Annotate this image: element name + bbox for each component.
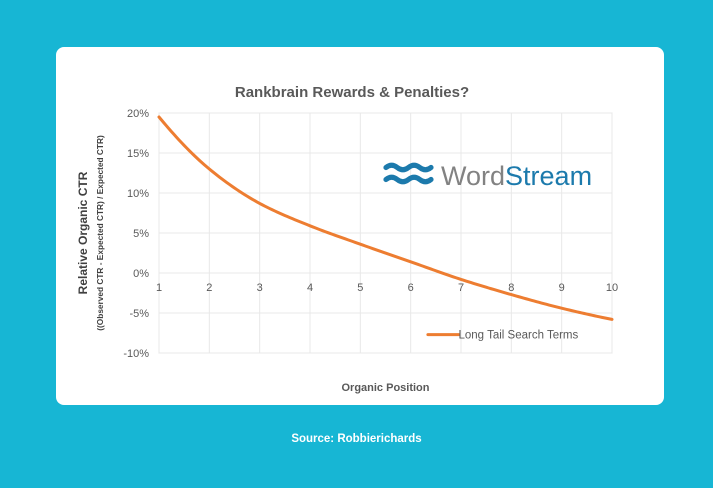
svg-text:15%: 15% bbox=[127, 148, 149, 160]
svg-text:-5%: -5% bbox=[129, 308, 149, 320]
svg-text:5%: 5% bbox=[133, 228, 149, 240]
svg-text:20%: 20% bbox=[127, 108, 149, 120]
svg-text:((Observed CTR - Expected CTR): ((Observed CTR - Expected CTR) / Expecte… bbox=[95, 135, 105, 331]
svg-text:3: 3 bbox=[257, 282, 263, 294]
svg-text:5: 5 bbox=[357, 282, 363, 294]
svg-text:0%: 0% bbox=[133, 268, 149, 280]
svg-text:9: 9 bbox=[559, 282, 565, 294]
svg-text:1: 1 bbox=[156, 282, 162, 294]
svg-text:Organic Position: Organic Position bbox=[341, 382, 429, 394]
svg-text:Relative Organic CTR: Relative Organic CTR bbox=[76, 171, 90, 294]
svg-text:6: 6 bbox=[408, 282, 414, 294]
svg-text:Long Tail Search Terms: Long Tail Search Terms bbox=[459, 330, 579, 342]
svg-text:WordStream: WordStream bbox=[441, 161, 592, 191]
svg-text:7: 7 bbox=[458, 282, 464, 294]
svg-text:10: 10 bbox=[606, 282, 618, 294]
svg-text:10%: 10% bbox=[127, 188, 149, 200]
svg-text:8: 8 bbox=[508, 282, 514, 294]
svg-text:2: 2 bbox=[206, 282, 212, 294]
svg-text:4: 4 bbox=[307, 282, 313, 294]
svg-text:-10%: -10% bbox=[123, 348, 149, 360]
